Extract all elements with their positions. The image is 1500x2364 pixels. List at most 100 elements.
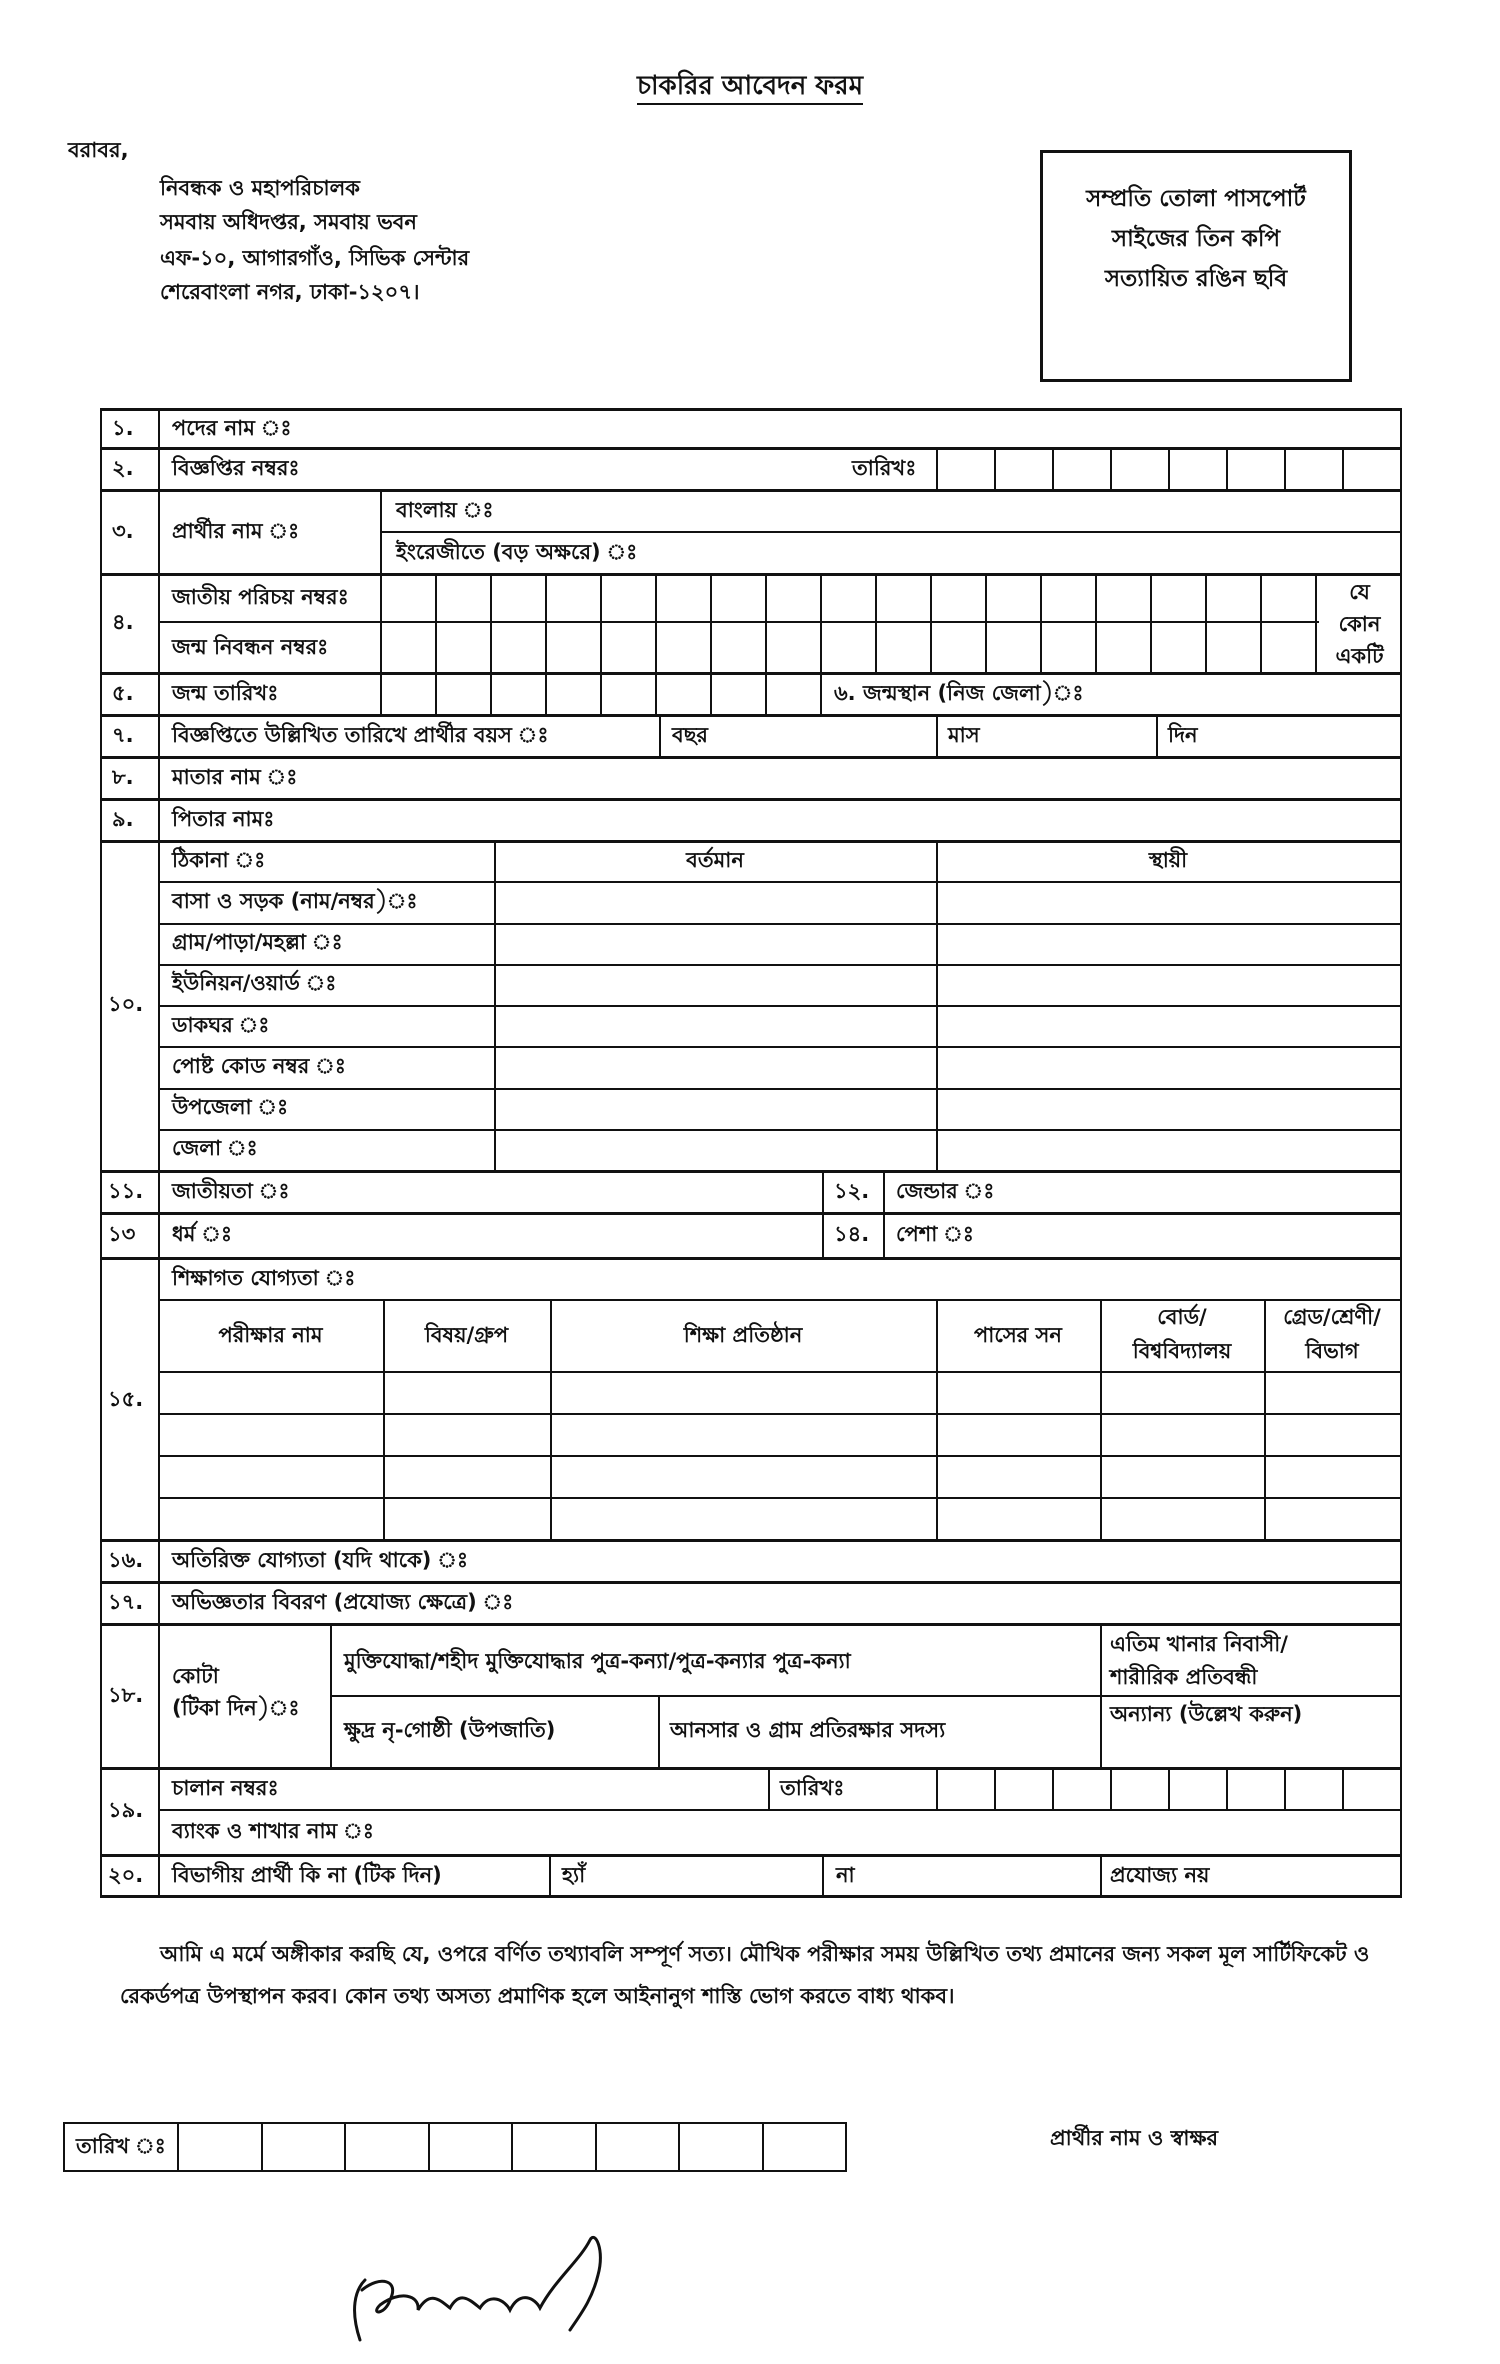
circular-date-label: তারিখঃ [852,456,917,480]
nid-label: জাতীয় পরিচয় নম্বরঃ [172,585,349,609]
grid-line [158,1299,1400,1301]
challan-date-label: তারিখঃ [780,1776,845,1800]
grid-line [158,1046,1400,1048]
age-day-field[interactable]: দিন [1168,723,1198,747]
address-line: শেরেবাংলা নগর, ঢাকা-১২০৭। [160,280,420,304]
grid-line [435,672,437,714]
grid-line [1284,1767,1286,1809]
grid-line [1052,1767,1054,1809]
row-number: ১৪. [834,1222,870,1246]
address-field-label: জেলা ঃ [172,1136,258,1160]
grid-line [100,489,1402,492]
grid-line [1284,447,1286,489]
grid-line [100,840,1402,843]
quota-orphan[interactable]: শারীরিক প্রতিবন্ধী [1110,1665,1258,1689]
circular-number-label: বিজ্ঞপ্তির নম্বরঃ [172,456,300,480]
quota-others[interactable]: অন্যান্য (উল্লেখ করুন) [1110,1702,1303,1726]
grid-line [100,798,1402,801]
grid-line [1315,573,1317,672]
quota-ansar[interactable]: আনসার ও গ্রাম প্রতিরক্ষার সদস্য [670,1718,946,1742]
address-line: এফ-১০, আগারগাঁও, সিভিক সেন্টার [160,246,470,270]
grid-line [1110,447,1112,489]
quota-ethnic[interactable]: ক্ষুদ্র নৃ-গোষ্ঠী (উপজাতি) [344,1718,556,1742]
permanent-address-header: স্থায়ী [1148,848,1188,872]
grid-line [1095,573,1097,672]
grid-line [768,1767,770,1809]
grid-line [710,672,712,714]
grid-line [63,2122,65,2170]
row-number: ৩. [112,519,134,543]
grid-line [545,672,547,714]
quota-freedom-fighter[interactable]: মুক্তিযোদ্ধা/শহীদ মুক্তিযোদ্ধার পুত্র-কন… [344,1649,851,1673]
grid-line [883,1170,885,1257]
grid-line [100,447,1402,450]
col-board: বিশ্ববিদ্যালয় [1132,1339,1232,1363]
experience-field[interactable]: অভিজ্ঞতার বিবরণ (প্রযোজ্য ক্ষেত্রে) ঃ [172,1590,514,1614]
occupation-field[interactable]: পেশা ঃ [896,1222,974,1246]
grid-line [100,1895,1402,1898]
grid-line [63,2122,847,2124]
age-year-field[interactable]: বছর [672,723,708,747]
grid-line [1226,1767,1228,1809]
col-exam-name: পরীক্ষার নাম [218,1323,323,1347]
grid-line [158,1497,1400,1499]
grid-line [494,840,496,1170]
challan-number-field[interactable]: চালান নম্বরঃ [172,1776,279,1800]
address-field-label: বাসা ও সড়ক (নাম/নম্বর)ঃ [172,889,418,913]
quota-orphan[interactable]: এতিম খানার নিবাসী/ [1110,1632,1288,1656]
grid-line [158,621,1319,623]
salutation: বরাবর, [68,138,129,162]
gender-field[interactable]: জেন্ডার ঃ [896,1179,995,1203]
grid-line [710,573,712,672]
grid-line [820,672,822,714]
name-english-field[interactable]: ইংরেজীতে (বড় অক্ষরে) ঃ [396,540,638,564]
row-number: ২০. [108,1863,144,1887]
age-label: বিজ্ঞপ্তিতে উল্লিখিত তারিখে প্রার্থীর বয… [172,723,549,747]
grid-line [344,2122,346,2170]
grid-line [380,531,1400,533]
birthplace-field[interactable]: ৬. জন্মস্থান (নিজ জেলা)ঃ [834,681,1084,705]
grid-line [1260,573,1262,672]
bank-branch-field[interactable]: ব্যাংক ও শাখার নাম ঃ [172,1819,374,1843]
grid-line [100,1212,1402,1215]
departmental-na[interactable]: প্রযোজ্য নয় [1110,1863,1210,1887]
quota-label: কোটা [172,1664,219,1688]
row-number: ১৯. [108,1798,144,1822]
name-bangla-field[interactable]: বাংলায় ঃ [396,498,494,522]
grid-line [820,573,822,672]
grid-line [158,1371,1400,1373]
address-field-label: ইউনিয়ন/ওয়ার্ড ঃ [172,971,337,995]
grid-line [100,1581,1402,1584]
grid-line [177,2122,179,2170]
age-month-field[interactable]: মাস [948,723,980,747]
col-board: বোর্ড/ [1157,1305,1207,1329]
grid-line [765,573,767,672]
religion-field[interactable]: ধর্ম ঃ [172,1222,233,1246]
footer-date-label: তারিখ ঃ [76,2134,166,2158]
grid-line [545,573,547,672]
additional-qualification-field[interactable]: অতিরিক্ত যোগ্যতা (যদি থাকে) ঃ [172,1548,469,1572]
nationality-field[interactable]: জাতীয়তা ঃ [172,1179,290,1203]
grid-line [330,1695,1400,1697]
departmental-no[interactable]: না [836,1863,855,1887]
grid-line [490,672,492,714]
grid-line [1264,1299,1266,1539]
grid-line [158,1413,1400,1415]
row-number: ১২. [834,1179,870,1203]
grid-line [765,672,767,714]
grid-line [600,573,602,672]
father-name-field[interactable]: পিতার নামঃ [172,807,275,831]
departmental-yes[interactable]: হ্যাঁ [562,1863,586,1887]
grid-line [158,1005,1400,1007]
col-pass-year: পাসের সন [974,1323,1062,1347]
mother-name-field[interactable]: মাতার নাম ঃ [172,765,298,789]
signature-image [353,2236,602,2342]
birth-reg-label: জন্ম নিবন্ধন নম্বরঃ [172,635,329,659]
grid-line [1168,1767,1170,1809]
dob-label: জন্ম তারিখঃ [172,681,279,705]
grid-line [1342,447,1344,489]
row-number: ৪. [112,610,134,634]
row-number: ৯. [112,807,134,831]
grid-line [158,408,160,1895]
photo-box[interactable]: সম্প্রতি তোলা পাসপোর্ট সাইজের তিন কপি সত… [1040,150,1352,382]
